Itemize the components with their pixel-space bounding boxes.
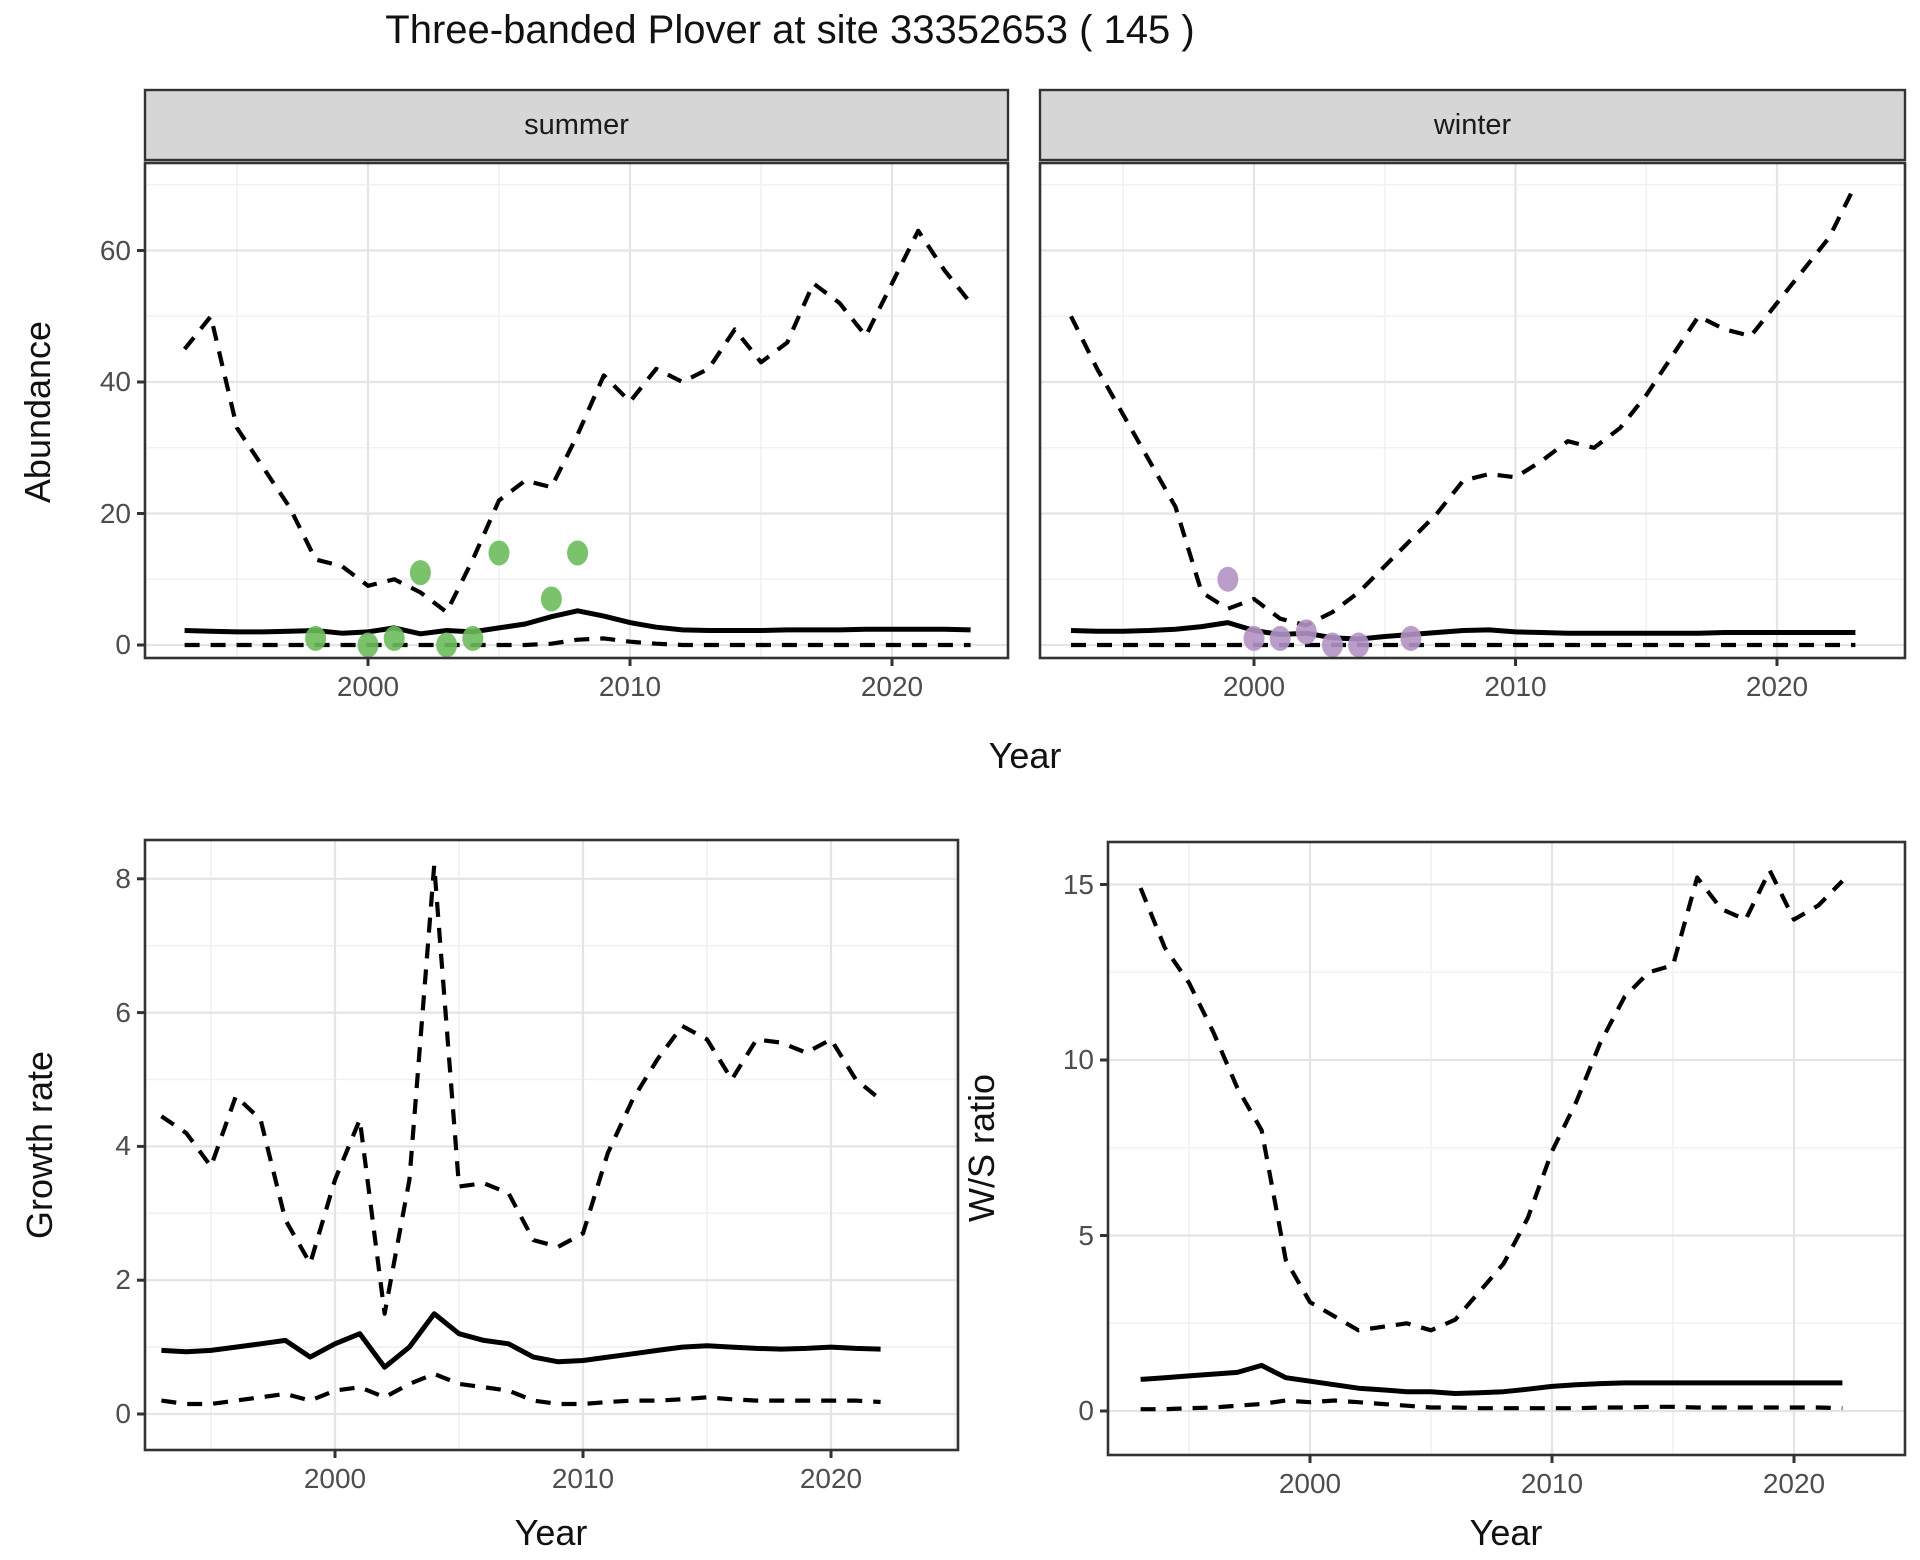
abundance-summer-observed-point [436, 632, 458, 658]
x-tick-label: 2000 [1222, 671, 1286, 702]
abundance-summer-observed-point [488, 540, 510, 566]
x-tick-label: 2010 [551, 1463, 615, 1494]
y-tick-label: 0 [1078, 1395, 1094, 1426]
abundance-summer-border [143, 161, 1010, 660]
plot-title: Three-banded Plover at site 33352653 ( 1… [385, 8, 1195, 52]
x-tick-label: 2020 [1762, 1468, 1826, 1499]
y-tick-label: 10 [1062, 1044, 1094, 1075]
y-tick-label: 0 [115, 1398, 131, 1429]
y-tick-label: 60 [99, 234, 131, 266]
abundance-winter-median-line [1070, 620, 1856, 642]
top-x-axis-label: Year [988, 735, 1062, 776]
facet-label-winter: winter [1433, 109, 1512, 141]
facet-label-summer: summer [524, 109, 629, 141]
abundance-summer-median-line [184, 608, 971, 637]
y-tick-label: 6 [115, 996, 131, 1028]
x-tick-label: 2010 [1484, 671, 1547, 702]
y-tick-label: 15 [1062, 868, 1094, 900]
abundance-summer-observed-point [409, 560, 431, 586]
growth-rate-lower_ci-line [161, 1371, 881, 1407]
abundance-summer-panel [145, 163, 1008, 658]
x-tick-label: 2020 [860, 671, 924, 702]
ws-ratio-upper_ci-line [1138, 868, 1844, 1333]
y-tick-label: 4 [115, 1130, 131, 1162]
growth-rate-panel [145, 840, 958, 1450]
x-tick-label: 2010 [1520, 1468, 1584, 1499]
ws-ratio-y-axis-label: W/S ratio [961, 1073, 1002, 1223]
y-tick-label: 40 [99, 366, 131, 397]
abundance-winter-border [1038, 161, 1907, 660]
abundance-summer-observed-point [462, 625, 484, 651]
ws-ratio-median-line [1140, 1362, 1843, 1396]
x-tick-label: 2020 [799, 1463, 863, 1494]
y-tick-label: 2 [115, 1264, 131, 1296]
abundance-summer-observed-point [357, 632, 379, 658]
x-tick-label: 2000 [303, 1463, 367, 1494]
growth-rate-upper_ci-line [160, 863, 882, 1316]
abundance-summer-observed-point [305, 625, 327, 651]
growth-x-axis-label: Year [514, 1512, 588, 1553]
abundance-summer-observed-point [567, 540, 589, 566]
abundance-winter-observed-point [1243, 625, 1265, 651]
abundance-winter-observed-point [1348, 632, 1370, 658]
x-tick-label: 2010 [598, 671, 662, 702]
abundance-winter-observed-point [1295, 619, 1317, 645]
y-tick-label: 8 [115, 862, 131, 894]
abundance-summer-observed-point [383, 625, 405, 651]
abundance-summer-observed-point [540, 586, 562, 612]
growth-rate-median-line [161, 1311, 881, 1370]
x-tick-label: 2000 [336, 671, 400, 702]
abundance-winter-panel [1040, 163, 1905, 658]
y-tick-label: 20 [99, 497, 131, 529]
abundance-winter-observed-point [1269, 625, 1291, 651]
facet-strip [143, 88, 1010, 162]
facet-strip [1038, 88, 1907, 162]
ws-ratio-lower_ci-line [1140, 1398, 1843, 1412]
x-tick-label: 2020 [1745, 671, 1809, 702]
abundance-winter-observed-point [1400, 625, 1422, 651]
y-tick-label: 5 [1078, 1219, 1094, 1251]
x-tick-label: 2000 [1278, 1468, 1342, 1499]
abundance-summer-upper_ci-line [182, 228, 973, 615]
ws-ratio-panel [1108, 842, 1905, 1455]
ws-x-axis-label: Year [1469, 1512, 1543, 1553]
abundance-winter-observed-point [1321, 632, 1343, 658]
y-tick-label: 0 [115, 629, 131, 660]
abundance-winter-observed-point [1217, 566, 1239, 592]
ws-ratio-border [1106, 840, 1907, 1457]
